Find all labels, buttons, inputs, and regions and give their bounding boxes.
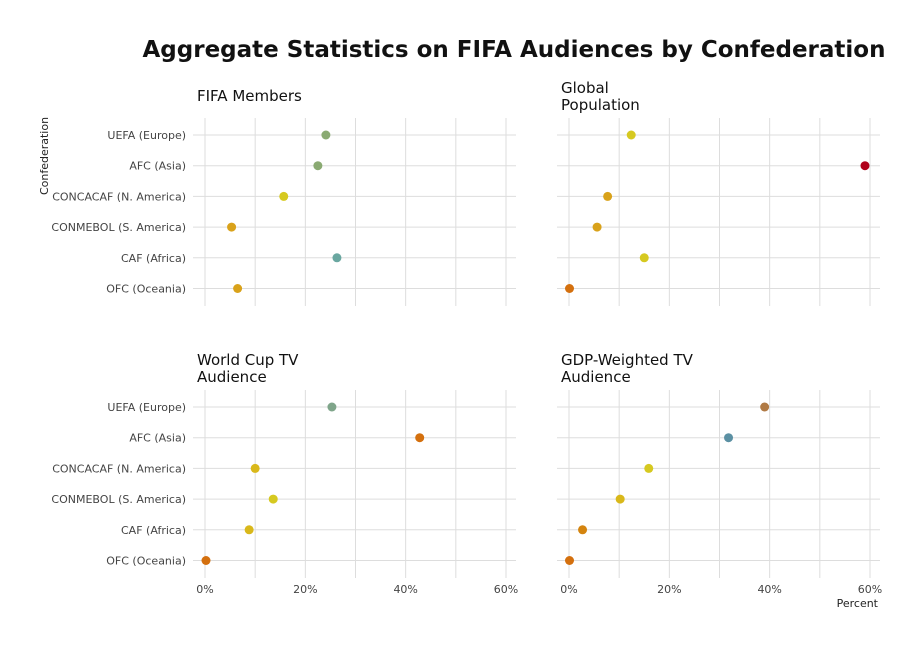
facet-title: Global Population: [561, 79, 640, 114]
facet-title-line: Audience: [561, 368, 631, 386]
data-point: [615, 494, 625, 504]
x-tick-label: 40%: [757, 583, 781, 596]
facet-panel: GDP-Weighted TV Audience 0% 20% 40% 60%: [557, 351, 882, 596]
x-tick-label: 60%: [858, 583, 882, 596]
y-tick-label: CONCACAF (N. America): [52, 462, 186, 475]
facet-panels: FIFA Members UEFA (Europe) AFC (Asia) CONCA…: [51, 79, 882, 596]
data-point: [327, 402, 337, 412]
y-tick-label: CONMEBOL (S. America): [51, 221, 186, 234]
chart-title: Aggregate Statistics on FIFA Audiences b…: [143, 37, 886, 63]
x-tick-label: 20%: [293, 583, 317, 596]
facet-panel: FIFA Members UEFA (Europe) AFC (Asia) CONCA…: [51, 87, 516, 306]
x-axis-title: Percent: [837, 597, 879, 610]
x-tick-label: 60%: [494, 583, 518, 596]
data-point: [578, 525, 588, 535]
y-tick-label: CONMEBOL (S. America): [51, 493, 186, 506]
data-point: [760, 402, 770, 412]
data-point: [332, 253, 342, 263]
facet-title: World Cup TV Audience: [197, 351, 299, 386]
facet-title: FIFA Members: [197, 87, 302, 105]
data-point: [565, 556, 575, 565]
data-point: [313, 161, 323, 171]
x-tick-label: 40%: [393, 583, 417, 596]
y-tick-label: OFC (Oceania): [106, 283, 186, 296]
facet-title-line: Global: [561, 79, 609, 97]
y-tick-label: UEFA (Europe): [107, 129, 186, 142]
data-point: [279, 191, 289, 201]
data-point: [639, 253, 649, 263]
y-tick-label: CAF (Africa): [121, 252, 186, 265]
data-point: [724, 433, 734, 443]
x-tick-label: 0%: [560, 583, 577, 596]
facet-title-line: Population: [561, 96, 640, 114]
y-tick-label: CONCACAF (N. America): [52, 190, 186, 203]
data-point: [321, 130, 331, 140]
facet-title-line: Audience: [197, 368, 267, 386]
facet-title-line: World Cup TV: [197, 351, 299, 369]
data-point: [565, 284, 575, 293]
data-point: [201, 556, 211, 565]
y-tick-label: CAF (Africa): [121, 524, 186, 537]
data-point: [592, 222, 602, 232]
facet-title-line: GDP-Weighted TV: [561, 351, 694, 369]
facet-panel: World Cup TV Audience UEFA (Europe) AFC (As…: [51, 351, 518, 596]
facet-panel: Global Population: [557, 79, 880, 306]
y-tick-label: AFC (Asia): [129, 160, 186, 173]
x-tick-label: 0%: [196, 583, 213, 596]
data-point: [860, 161, 870, 171]
facet-title: GDP-Weighted TV Audience: [561, 351, 694, 386]
y-tick-label: AFC (Asia): [129, 432, 186, 445]
data-point: [644, 463, 654, 473]
data-point: [603, 191, 613, 201]
data-point: [415, 433, 425, 443]
y-tick-label: UEFA (Europe): [107, 401, 186, 414]
data-point: [233, 284, 243, 293]
data-point: [244, 525, 254, 535]
data-point: [626, 130, 636, 140]
data-point: [250, 463, 260, 473]
data-point: [227, 222, 237, 232]
y-axis-title: Confederation: [38, 117, 51, 195]
data-point: [268, 494, 278, 504]
facet-title-line: FIFA Members: [197, 87, 302, 105]
y-tick-label: OFC (Oceania): [106, 555, 186, 568]
x-tick-label: 20%: [657, 583, 681, 596]
